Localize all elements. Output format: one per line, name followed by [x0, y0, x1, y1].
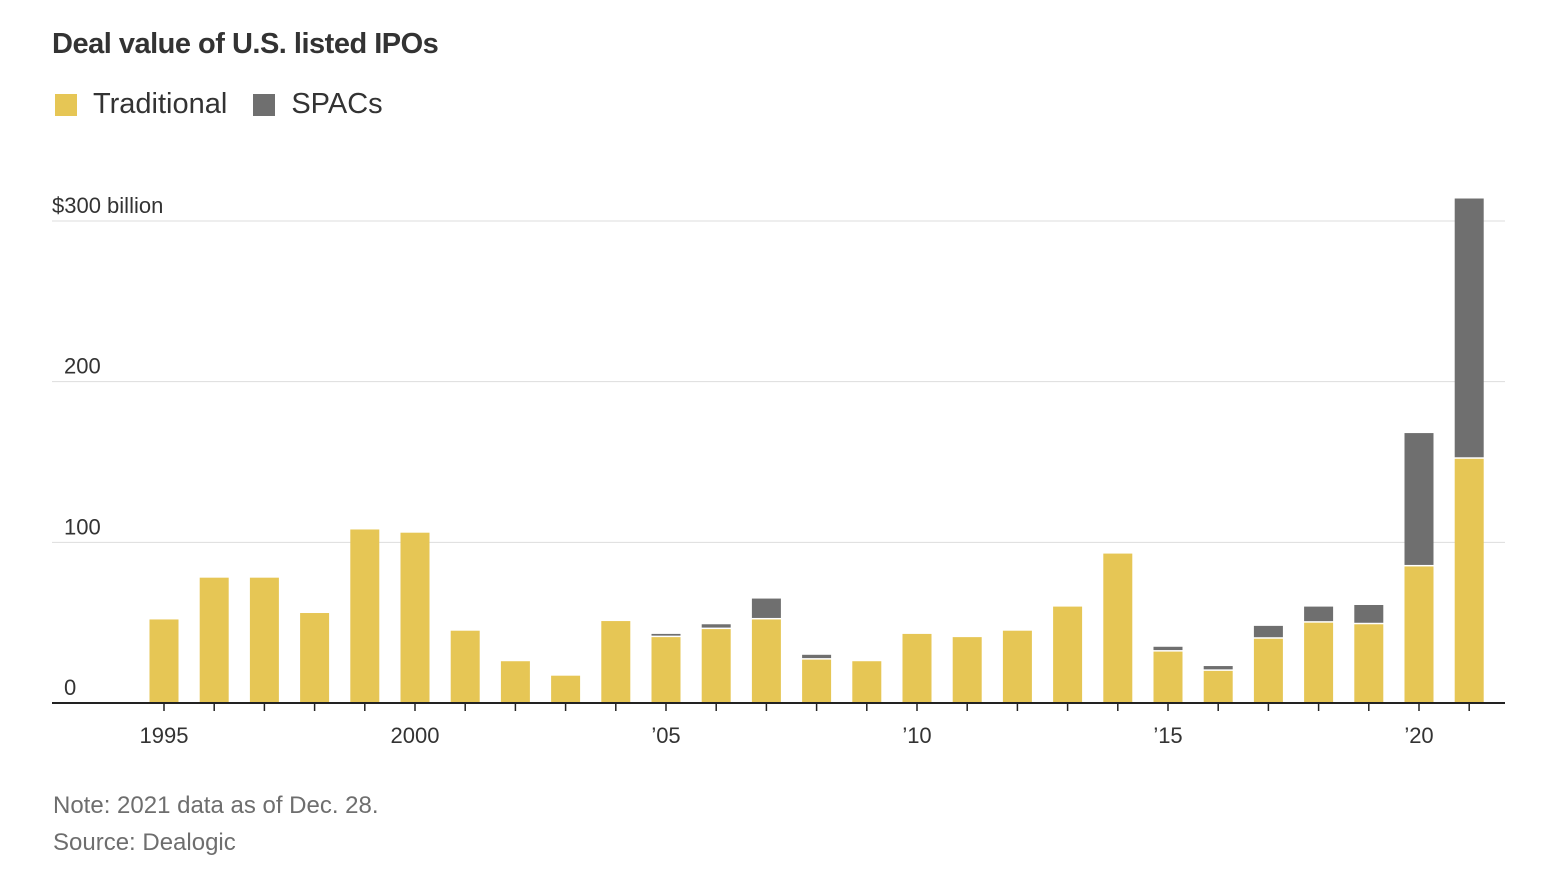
y-tick-label: 200 — [64, 354, 101, 379]
bar-traditional — [1153, 651, 1183, 703]
bar-traditional — [1404, 566, 1434, 703]
legend-label-traditional: Traditional — [93, 88, 228, 120]
x-tick-label: ’15 — [1153, 723, 1182, 748]
bar-traditional — [1103, 553, 1133, 703]
bar-traditional — [551, 675, 581, 703]
bar-spacs — [1404, 433, 1434, 565]
bar-traditional — [651, 637, 681, 703]
bar-spacs — [1304, 606, 1334, 622]
bar-spacs — [802, 654, 832, 659]
tick-labels: 0 100 200 $300 billion 1995 2000 ’05 ’10 ’15 ’20 — [52, 193, 1434, 748]
bar-traditional — [450, 630, 480, 703]
bar-traditional — [1203, 670, 1233, 703]
legend-item-traditional: Traditional — [55, 88, 227, 121]
y-tick-label: $300 billion — [52, 193, 163, 218]
bar-traditional — [601, 621, 631, 703]
bar-traditional — [802, 659, 832, 703]
x-tick-label: ’05 — [651, 723, 680, 748]
bar-traditional — [751, 619, 781, 703]
bar-traditional — [500, 661, 530, 703]
bar-traditional — [852, 661, 882, 703]
bar-spacs — [701, 624, 731, 628]
bars — [149, 198, 1484, 703]
bar-spacs — [751, 598, 781, 618]
gridlines — [52, 220, 1505, 543]
bar-spacs — [651, 633, 681, 636]
bar-spacs — [1203, 666, 1233, 670]
bar-traditional — [350, 529, 380, 703]
y-tick-label: 0 — [64, 675, 76, 700]
legend: Traditional SPACs — [55, 88, 409, 121]
bar-traditional — [701, 629, 731, 703]
bar-spacs — [1153, 646, 1183, 651]
x-tick-label: 2000 — [391, 723, 440, 748]
bar-traditional — [249, 577, 279, 703]
source-text: Source: Dealogic — [53, 829, 236, 856]
bar-spacs — [1354, 604, 1384, 623]
bar-traditional — [902, 633, 932, 703]
chart-plot: 0 100 200 $300 billion 1995 2000 ’05 ’10 ’15 ’20 — [52, 193, 1505, 748]
x-axis — [52, 702, 1505, 711]
legend-item-spacs: SPACs — [253, 88, 383, 121]
x-tick-label: ’20 — [1404, 723, 1433, 748]
legend-label-spacs: SPACs — [291, 88, 383, 120]
bar-traditional — [1304, 622, 1334, 703]
bar-traditional — [1354, 624, 1384, 703]
bar-spacs — [1253, 625, 1283, 638]
legend-swatch-traditional — [55, 93, 77, 116]
x-tick-label: 1995 — [140, 723, 189, 748]
bar-traditional — [1053, 606, 1083, 703]
bar-traditional — [1253, 638, 1283, 703]
bar-spacs — [1454, 198, 1484, 458]
bar-traditional — [199, 577, 229, 703]
bar-traditional — [1002, 630, 1032, 703]
note-text: Note: 2021 data as of Dec. 28. — [53, 792, 379, 819]
bar-traditional — [400, 532, 430, 703]
chart-title: Deal value of U.S. listed IPOs — [52, 28, 439, 60]
x-tick-label: ’10 — [902, 723, 931, 748]
bar-traditional — [149, 619, 179, 703]
y-tick-label: 100 — [64, 514, 101, 539]
legend-swatch-spacs — [253, 93, 276, 116]
footer: Note: 2021 data as of Dec. 28. Source: D… — [53, 787, 379, 861]
bar-traditional — [952, 637, 982, 703]
bar-traditional — [300, 613, 330, 703]
bar-traditional — [1454, 458, 1484, 703]
